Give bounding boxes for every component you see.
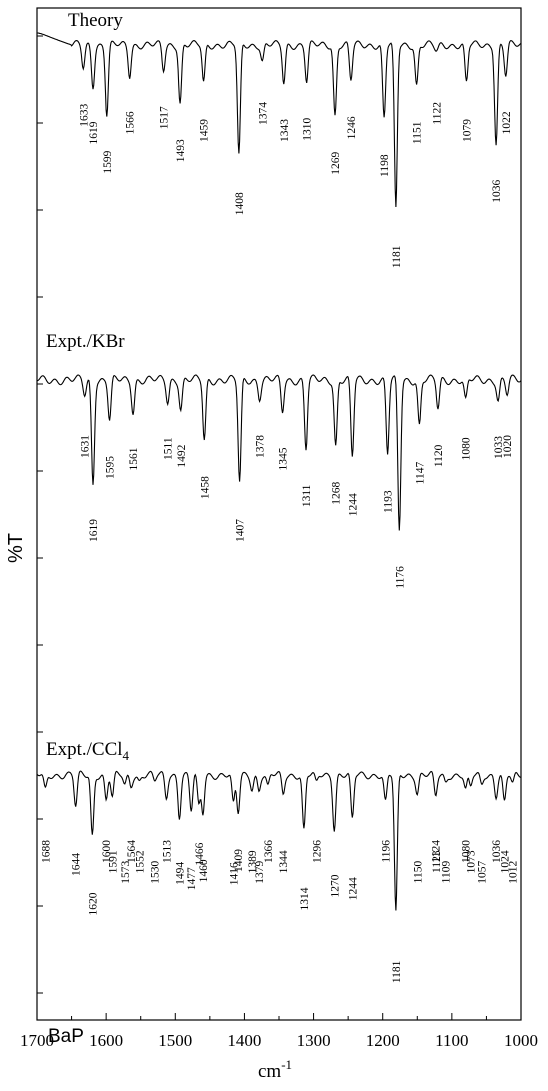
peak-label: 1343 — [279, 119, 291, 142]
peak-label: 1459 — [199, 119, 211, 142]
y-axis-label: %T — [5, 533, 27, 563]
peak-label: 1561 — [128, 447, 140, 470]
peak-label: 1513 — [161, 840, 173, 863]
peak-label: 1269 — [330, 152, 342, 175]
peak-label: 1374 — [257, 102, 269, 125]
peak-label: 1644 — [71, 853, 83, 876]
spectrum-title: Expt./KBr — [46, 331, 125, 352]
peak-label: 1619 — [88, 121, 100, 144]
peak-label: 1020 — [502, 435, 514, 458]
peak-label: 1122 — [432, 102, 444, 125]
peak-label: 1344 — [278, 850, 290, 873]
peak-label: 1080 — [461, 437, 473, 460]
peak-label: 1408 — [234, 192, 246, 215]
peak-label: 1310 — [302, 117, 314, 140]
peak-label: 1196 — [381, 840, 393, 863]
peak-label: 1079 — [461, 119, 473, 142]
peak-label: 1552 — [134, 850, 146, 873]
peak-label: 1573 — [120, 861, 132, 884]
peak-label: 1407 — [235, 519, 247, 542]
peak-label: 1311 — [301, 484, 313, 507]
x-tick-label: 1600 — [89, 1031, 123, 1050]
peak-label: 1244 — [347, 493, 359, 516]
x-tick-label: 1500 — [158, 1031, 192, 1050]
peak-label: 1591 — [107, 850, 119, 873]
spectrum-title: Theory — [68, 10, 123, 31]
x-tick-label: 1000 — [504, 1031, 538, 1050]
peak-label: 1595 — [105, 456, 117, 479]
peak-label: 1477 — [186, 867, 198, 890]
peak-label: 1511 — [163, 437, 175, 460]
peak-label: 1409 — [233, 849, 245, 872]
peak-label: 1566 — [125, 111, 137, 134]
peak-label: 1022 — [501, 111, 513, 134]
peak-label: 1620 — [87, 892, 99, 915]
peak-labels: Theory1633161915991566151714931459140813… — [40, 10, 519, 983]
peak-label: 1109 — [441, 861, 453, 884]
peak-label: 1176 — [394, 566, 406, 589]
peak-label: 1151 — [412, 121, 424, 144]
peak-label: 1599 — [102, 150, 114, 173]
peak-label: 1036 — [491, 179, 503, 202]
x-tick-label: 1200 — [366, 1031, 400, 1050]
peak-label: 1493 — [175, 139, 187, 162]
peak-label: 1517 — [159, 106, 171, 129]
peak-label: 1270 — [329, 874, 341, 897]
peak-label: 1246 — [346, 116, 358, 139]
peak-label: 1460 — [198, 859, 210, 882]
peak-label: 1181 — [391, 960, 403, 983]
peak-label: 1631 — [80, 435, 92, 458]
peak-label: 1379 — [254, 861, 266, 884]
peak-label: 1494 — [174, 862, 186, 885]
peak-label: 1492 — [176, 444, 188, 467]
peak-label: 1198 — [379, 154, 391, 177]
peak-label: 1150 — [412, 861, 424, 884]
peak-label: 1458 — [199, 476, 211, 499]
peak-label: 1345 — [278, 447, 290, 470]
peak-label: 1268 — [331, 482, 343, 505]
x-tick-label: 1300 — [297, 1031, 331, 1050]
peak-label: 1530 — [150, 861, 162, 884]
spectrum-title: Expt./CCl4 — [46, 739, 130, 763]
peak-label: 1181 — [391, 245, 403, 268]
peak-label: 1244 — [347, 877, 359, 900]
x-tick-label: 1100 — [435, 1031, 468, 1050]
peak-label: 1378 — [255, 435, 267, 458]
peak-label: 1012 — [508, 861, 520, 884]
x-axis: 17001600150014001300120011001000 — [20, 1013, 538, 1050]
peak-label: 1366 — [263, 840, 275, 863]
x-tick-label: 1400 — [227, 1031, 261, 1050]
compound-label: BaP — [48, 1026, 84, 1047]
peak-label: 1057 — [477, 861, 489, 884]
peak-label: 1619 — [88, 519, 100, 542]
peak-label: 1147 — [414, 462, 426, 485]
peak-label: 1193 — [383, 490, 395, 513]
peak-label: 1296 — [311, 840, 323, 863]
x-axis-label: cm-1 — [258, 1057, 292, 1082]
peak-label: 1120 — [433, 444, 445, 467]
peak-label: 1688 — [40, 840, 52, 863]
peak-label: 1314 — [299, 887, 311, 910]
